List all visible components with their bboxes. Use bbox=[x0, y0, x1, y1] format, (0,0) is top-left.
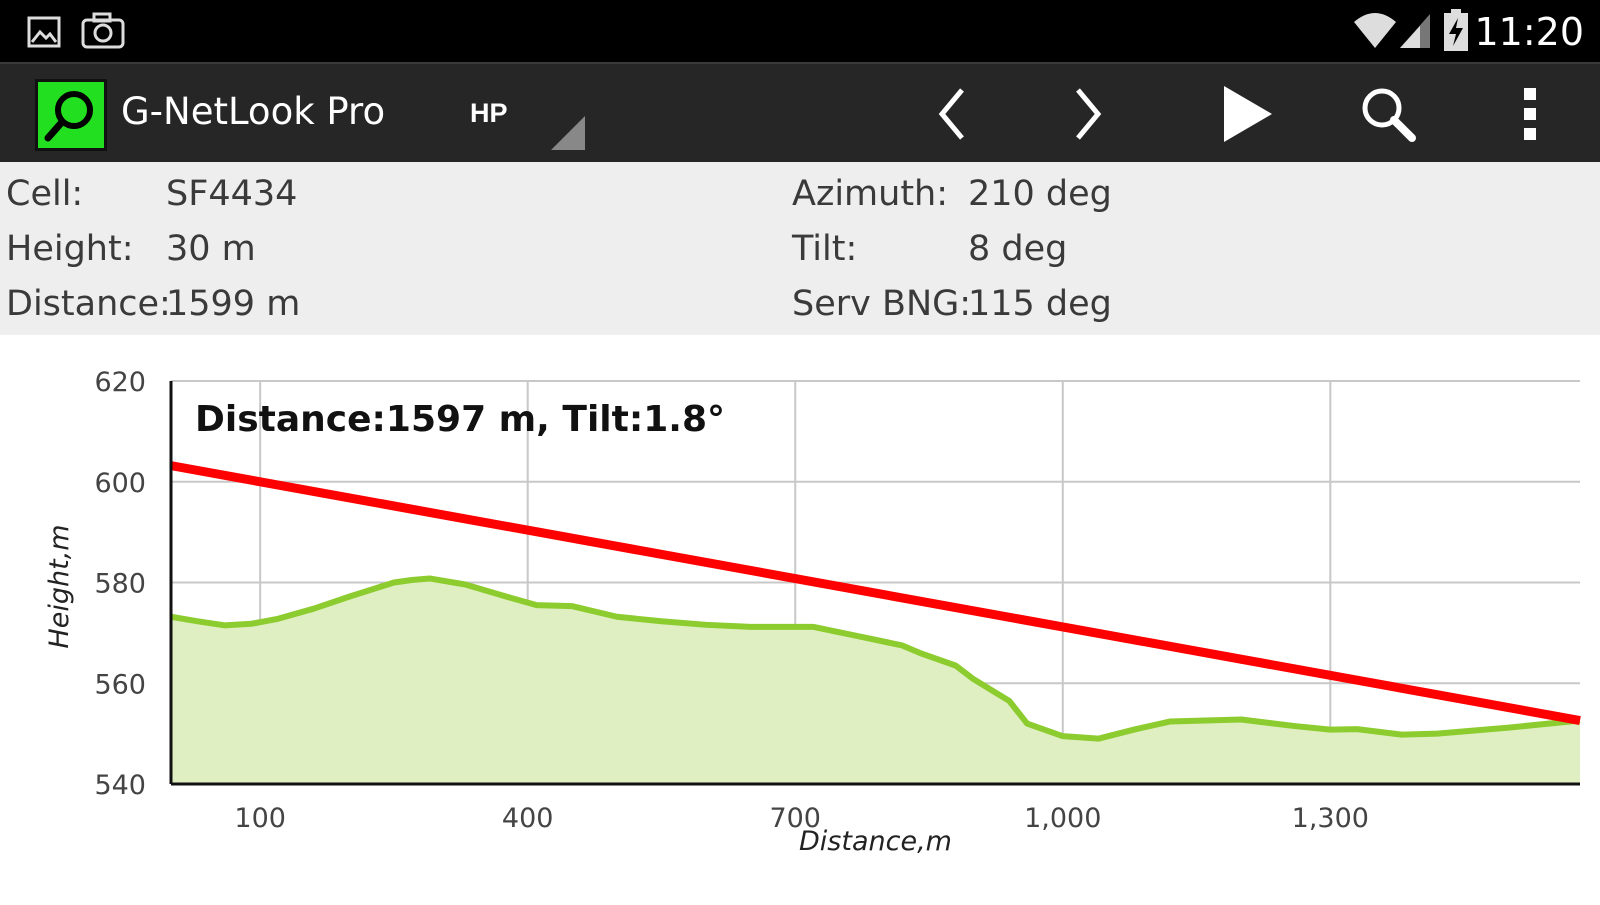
azimuth-label: Azimuth: bbox=[792, 174, 949, 214]
app-title: G-NetLook Pro bbox=[121, 90, 386, 133]
signal-icon bbox=[1400, 14, 1430, 48]
search-button[interactable] bbox=[1350, 76, 1426, 152]
spinner-value: HP bbox=[470, 98, 508, 128]
action-bar: G-NetLook Pro HP bbox=[0, 62, 1600, 162]
y-axis-title: Height,m bbox=[44, 524, 75, 648]
network-spinner[interactable]: HP bbox=[462, 94, 587, 154]
magnifier-logo-icon bbox=[44, 91, 93, 142]
serv-bng-label: Serv BNG: bbox=[792, 284, 972, 324]
play-button[interactable] bbox=[1210, 76, 1286, 152]
x-axis-title: Distance,m bbox=[799, 826, 952, 857]
cell-label: Cell: bbox=[6, 174, 84, 214]
cell-value: SF4434 bbox=[166, 174, 298, 214]
camera-icon bbox=[81, 12, 125, 49]
y-tick-label: 560 bbox=[94, 669, 146, 700]
height-label: Height: bbox=[6, 229, 134, 269]
next-button[interactable] bbox=[1050, 76, 1126, 152]
x-tick-label: 1,000 bbox=[1024, 803, 1101, 834]
overflow-menu-button[interactable] bbox=[1492, 76, 1568, 152]
y-tick-label: 600 bbox=[94, 468, 146, 499]
distance-label: Distance: bbox=[6, 284, 171, 324]
distance-value: 1599 m bbox=[166, 284, 301, 324]
app-logo[interactable] bbox=[35, 79, 107, 151]
profile-chart-svg: 540 560 580 600 620 100 400 700 1,000 1,300 Distan… bbox=[44, 367, 1581, 857]
x-tick-label: 700 bbox=[769, 803, 821, 834]
profile-annotation: Distance:1597 m, Tilt:1.8° bbox=[195, 399, 725, 440]
overflow-menu-icon bbox=[1524, 88, 1536, 140]
wifi-icon bbox=[1354, 13, 1396, 48]
spinner-triangle-icon bbox=[551, 116, 585, 150]
serv-bng-value: 115 deg bbox=[968, 284, 1112, 324]
height-value: 30 m bbox=[166, 229, 256, 269]
terrain-line bbox=[170, 575, 1581, 742]
terrain-area bbox=[171, 578, 1580, 784]
battery-charging-icon bbox=[1444, 9, 1468, 51]
status-time: 11:20 bbox=[1474, 10, 1584, 54]
profile-chart[interactable]: 540 560 580 600 620 100 400 700 1,000 1,300 Distan… bbox=[0, 335, 1600, 900]
previous-icon bbox=[938, 88, 964, 140]
next-icon bbox=[1076, 88, 1102, 140]
y-tick-label: 580 bbox=[94, 569, 146, 600]
tilt-label: Tilt: bbox=[792, 229, 858, 269]
azimuth-value: 210 deg bbox=[968, 174, 1112, 214]
cell-info-panel: Cell: SF4434 Height: 30 m Distance: 1599… bbox=[0, 162, 1600, 335]
x-tick-label: 1,300 bbox=[1292, 803, 1369, 834]
play-icon bbox=[1224, 86, 1272, 142]
status-bar: 11:20 bbox=[0, 0, 1600, 62]
y-tick-label: 540 bbox=[94, 770, 146, 801]
previous-button[interactable] bbox=[914, 76, 990, 152]
x-tick-label: 400 bbox=[502, 803, 554, 834]
x-tick-label: 100 bbox=[234, 803, 286, 834]
y-tick-label: 620 bbox=[94, 367, 146, 398]
beam-line bbox=[170, 461, 1581, 725]
search-icon bbox=[1362, 88, 1416, 142]
tilt-value: 8 deg bbox=[968, 229, 1068, 269]
picture-icon bbox=[27, 16, 61, 48]
